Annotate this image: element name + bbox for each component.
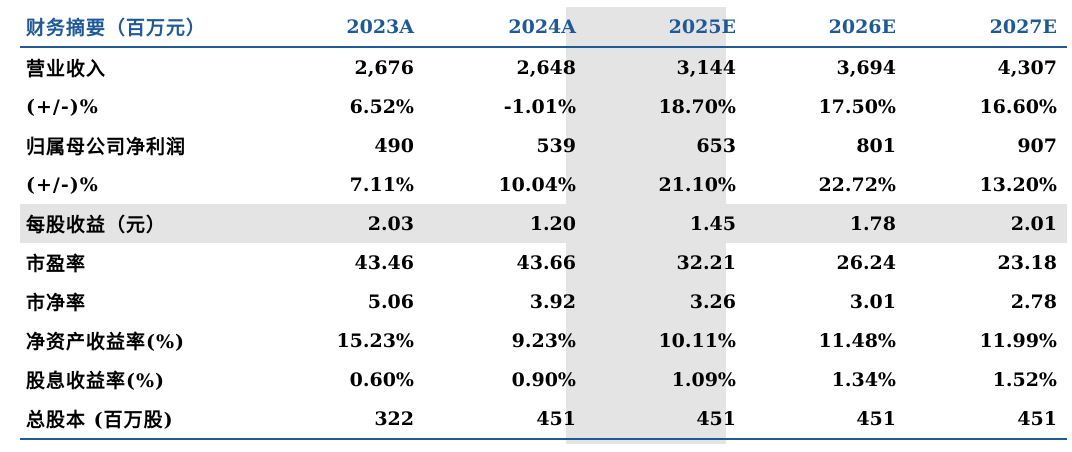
table-cell: 13.20% bbox=[979, 173, 1057, 196]
table-cell: 22.72% bbox=[818, 173, 896, 196]
table-cell: 0.90% bbox=[511, 368, 576, 391]
table-cell: 7.11% bbox=[349, 173, 414, 196]
table-row: 总股本 (百万股) 322 451 451 451 451 bbox=[20, 399, 1067, 440]
table-cell: 3.26 bbox=[689, 290, 736, 313]
table-cell: 801 bbox=[856, 134, 896, 157]
row-label: 营业收入 bbox=[26, 58, 107, 80]
table-cell: 907 bbox=[1017, 134, 1057, 157]
table-cell: -1.01% bbox=[503, 95, 576, 118]
table-cell: 2.03 bbox=[367, 212, 414, 235]
table-cell: 3,144 bbox=[676, 56, 737, 79]
table-cell: 6.52% bbox=[349, 95, 414, 118]
table-cell: 10.04% bbox=[498, 173, 576, 196]
row-label: 股息收益率(%) bbox=[26, 370, 166, 392]
table-cell: 3.01 bbox=[849, 290, 896, 313]
table-cell: 1.52% bbox=[992, 368, 1057, 391]
row-label: (+/-)% bbox=[26, 173, 99, 196]
table-cell: 4,307 bbox=[997, 56, 1058, 79]
table-cell: 43.46 bbox=[354, 251, 415, 274]
table-header: 财务摘要（百万元） 2023A 2024A 2025E 2026E 2027E bbox=[20, 7, 1067, 48]
row-label: (+/-)% bbox=[26, 95, 99, 118]
row-label: 每股收益（元） bbox=[26, 214, 167, 236]
table-cell: 18.70% bbox=[658, 95, 736, 118]
table-cell: 1.20 bbox=[529, 212, 576, 235]
table-row: (+/-)% 6.52% -1.01% 18.70% 17.50% 16.60% bbox=[20, 87, 1067, 126]
table-cell: 0.60% bbox=[349, 368, 414, 391]
row-label: 市盈率 bbox=[26, 253, 87, 275]
table-cell: 23.18 bbox=[997, 251, 1058, 274]
table-row: 股息收益率(%) 0.60% 0.90% 1.09% 1.34% 1.52% bbox=[20, 360, 1067, 399]
financial-summary-table: 财务摘要（百万元） 2023A 2024A 2025E 2026E 2027E … bbox=[20, 7, 1067, 440]
table-cell: 451 bbox=[1017, 407, 1057, 430]
row-label: 归属母公司净利润 bbox=[26, 136, 187, 158]
year-header: 2026E bbox=[828, 15, 896, 38]
table-cell: 3,694 bbox=[836, 56, 897, 79]
table-cell: 322 bbox=[374, 407, 414, 430]
table-cell: 15.23% bbox=[336, 329, 414, 352]
table-cell: 3.92 bbox=[529, 290, 576, 313]
year-header: 2024A bbox=[508, 15, 576, 38]
year-header: 2023A bbox=[346, 15, 414, 38]
table-row: 市净率 5.06 3.92 3.26 3.01 2.78 bbox=[20, 282, 1067, 321]
table-cell: 5.06 bbox=[367, 290, 414, 313]
year-header: 2027E bbox=[989, 15, 1057, 38]
year-header: 2025E bbox=[668, 15, 736, 38]
table-cell: 11.48% bbox=[818, 329, 896, 352]
table-cell: 539 bbox=[536, 134, 576, 157]
table-cell: 21.10% bbox=[658, 173, 736, 196]
table-cell: 653 bbox=[696, 134, 736, 157]
table-cell: 10.11% bbox=[658, 329, 736, 352]
table-cell: 1.45 bbox=[689, 212, 736, 235]
table-cell: 451 bbox=[536, 407, 576, 430]
table-cell: 2,648 bbox=[516, 56, 577, 79]
table-cell: 17.50% bbox=[818, 95, 896, 118]
table-cell: 32.21 bbox=[676, 251, 737, 274]
table-cell: 1.34% bbox=[831, 368, 896, 391]
table-cell: 1.09% bbox=[671, 368, 736, 391]
row-label: 净资产收益率(%) bbox=[26, 331, 186, 353]
table-cell: 43.66 bbox=[516, 251, 577, 274]
row-label: 总股本 (百万股) bbox=[26, 409, 174, 431]
row-label: 市净率 bbox=[26, 292, 87, 314]
table-row: (+/-)% 7.11% 10.04% 21.10% 22.72% 13.20% bbox=[20, 165, 1067, 204]
table-cell: 11.99% bbox=[979, 329, 1057, 352]
table-row: 市盈率 43.46 43.66 32.21 26.24 23.18 bbox=[20, 243, 1067, 282]
table-row: 归属母公司净利润 490 539 653 801 907 bbox=[20, 126, 1067, 165]
table-cell: 2.01 bbox=[1010, 212, 1057, 235]
table-title: 财务摘要（百万元） bbox=[26, 17, 207, 39]
table-cell: 2.78 bbox=[1010, 290, 1057, 313]
table-cell: 26.24 bbox=[836, 251, 897, 274]
table-row: 营业收入 2,676 2,648 3,144 3,694 4,307 bbox=[20, 48, 1067, 87]
table-cell: 2,676 bbox=[354, 56, 415, 79]
table-row: 每股收益（元） 2.03 1.20 1.45 1.78 2.01 bbox=[20, 204, 1067, 243]
table-row: 净资产收益率(%) 15.23% 9.23% 10.11% 11.48% 11.99% bbox=[20, 321, 1067, 360]
table-cell: 451 bbox=[696, 407, 736, 430]
table-cell: 9.23% bbox=[511, 329, 576, 352]
table-cell: 1.78 bbox=[849, 212, 896, 235]
table-cell: 451 bbox=[856, 407, 896, 430]
table-cell: 16.60% bbox=[979, 95, 1057, 118]
table-cell: 490 bbox=[374, 134, 414, 157]
